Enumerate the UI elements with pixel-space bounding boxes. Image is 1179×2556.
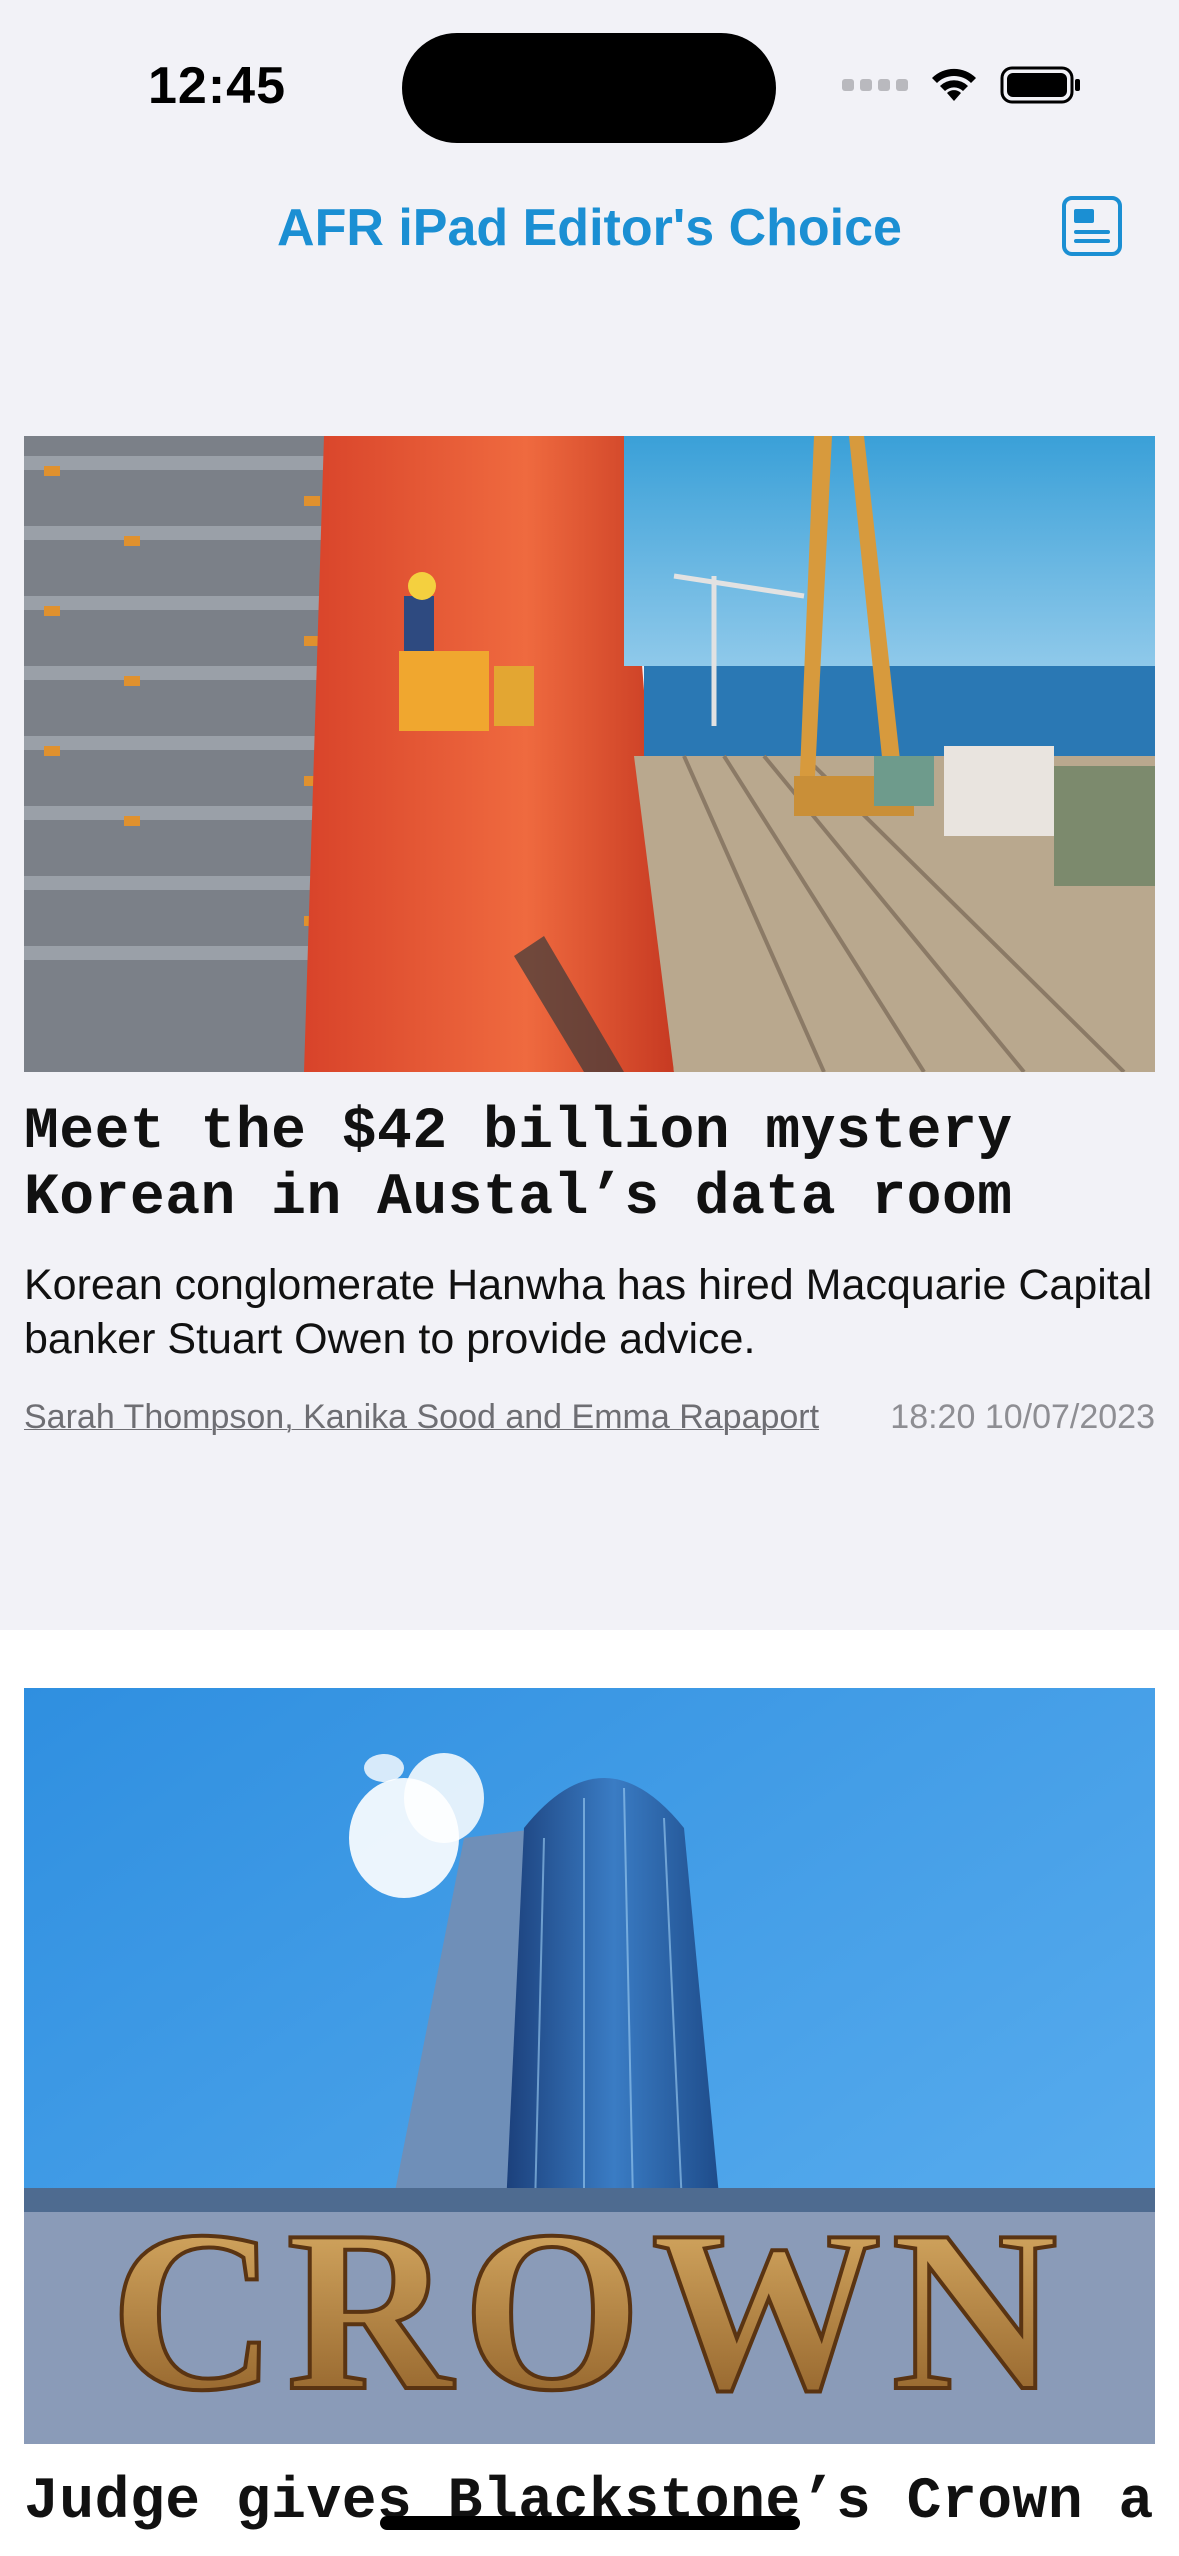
navigation-bar: AFR iPad Editor's Choice bbox=[0, 150, 1179, 310]
status-icons bbox=[842, 60, 1082, 110]
shipyard-photo bbox=[24, 436, 1155, 1072]
svg-text:CROWN: CROWN bbox=[110, 2183, 1067, 2438]
article-summary: Korean conglomerate Hanwha has hired Mac… bbox=[24, 1261, 1153, 1363]
status-time: 12:45 bbox=[148, 57, 286, 115]
cellular-signal-icon bbox=[842, 79, 908, 91]
status-bar: 12:45 bbox=[0, 0, 1179, 150]
article-card[interactable]: Meet the $42 billion mystery Korean in A… bbox=[0, 310, 1179, 1630]
page-title: AFR iPad Editor's Choice bbox=[277, 199, 902, 257]
document-button[interactable] bbox=[1060, 194, 1124, 258]
article-card[interactable]: CROWN Judge gives Blackstone’s Crown a bbox=[0, 1630, 1179, 2556]
wifi-icon bbox=[932, 68, 976, 101]
battery-icon bbox=[1000, 66, 1080, 104]
article-byline-link[interactable]: Sarah Thompson, Kanika Sood and Emma Rap… bbox=[24, 1398, 820, 1436]
home-indicator[interactable] bbox=[380, 2516, 800, 2530]
document-icon bbox=[1062, 196, 1122, 256]
crown-tower-photo: CROWN bbox=[24, 1688, 1155, 2444]
article-timestamp: 18:20 10/07/2023 bbox=[890, 1398, 1155, 1436]
article-headline[interactable]: Meet the $42 billion mystery Korean in A… bbox=[24, 1100, 1013, 1231]
dynamic-island bbox=[402, 33, 776, 143]
